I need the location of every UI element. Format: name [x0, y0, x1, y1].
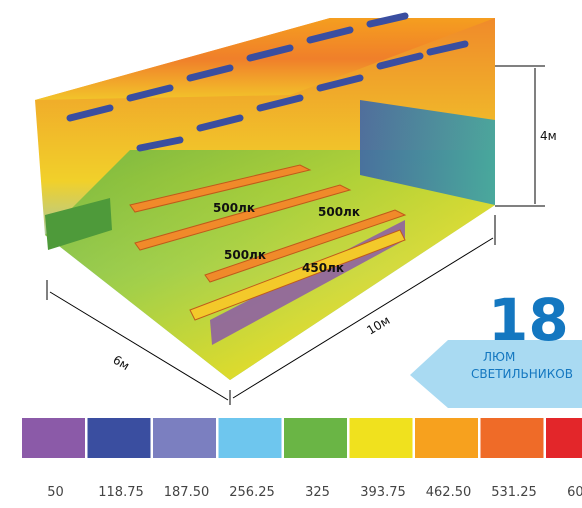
ceiling-glow — [35, 18, 495, 100]
callout-text: СВЕТИЛЬНИКОВ — [471, 367, 573, 381]
scale-swatch — [546, 418, 582, 458]
cabinet — [45, 198, 112, 250]
room — [35, 12, 495, 380]
scale-swatch — [153, 418, 216, 458]
scale-label: 325 — [305, 485, 330, 500]
scale-swatch — [480, 418, 544, 458]
lux-label: 450лк — [302, 261, 344, 275]
scale-swatch — [349, 418, 413, 458]
height-label: 4м — [540, 129, 557, 143]
scale-swatch — [218, 418, 282, 458]
lamps — [66, 12, 469, 152]
lux-label: 500лк — [213, 201, 255, 215]
scale-label: 462.50 — [426, 485, 472, 500]
callout-text: ЛЮМ — [483, 350, 515, 364]
width-label: 6м — [110, 353, 132, 374]
tables — [129, 164, 407, 321]
right-wall — [360, 100, 495, 205]
scale-label: 393.75 — [360, 485, 406, 500]
callout-panel — [475, 262, 582, 342]
scale-label: 600 — [567, 485, 582, 500]
scale-label: 256.25 — [229, 485, 275, 500]
lux-label: 500лк — [318, 205, 360, 219]
dimension-lines — [46, 65, 545, 405]
scale-label: 118.75 — [98, 485, 144, 500]
callout-count: 18 — [488, 286, 569, 354]
length-label: 10м — [364, 313, 392, 338]
floor — [45, 150, 495, 380]
callout: 18 ЛЮМ СВЕТИЛЬНИКОВ — [410, 262, 582, 408]
scale-label: 50 — [47, 485, 64, 500]
color-scale: 50 118.75 187.50 256.25 325 393.75 462.50 531.2… — [22, 418, 582, 500]
lux-label: 500лк — [224, 248, 266, 262]
scale-label: 187.50 — [164, 485, 210, 500]
scale-swatch — [415, 418, 478, 458]
scale-swatch — [284, 418, 347, 458]
scale-swatch — [22, 418, 85, 458]
callout-arrow — [410, 340, 582, 408]
scale-label: 531.25 — [491, 485, 537, 500]
scale-swatch — [87, 418, 151, 458]
